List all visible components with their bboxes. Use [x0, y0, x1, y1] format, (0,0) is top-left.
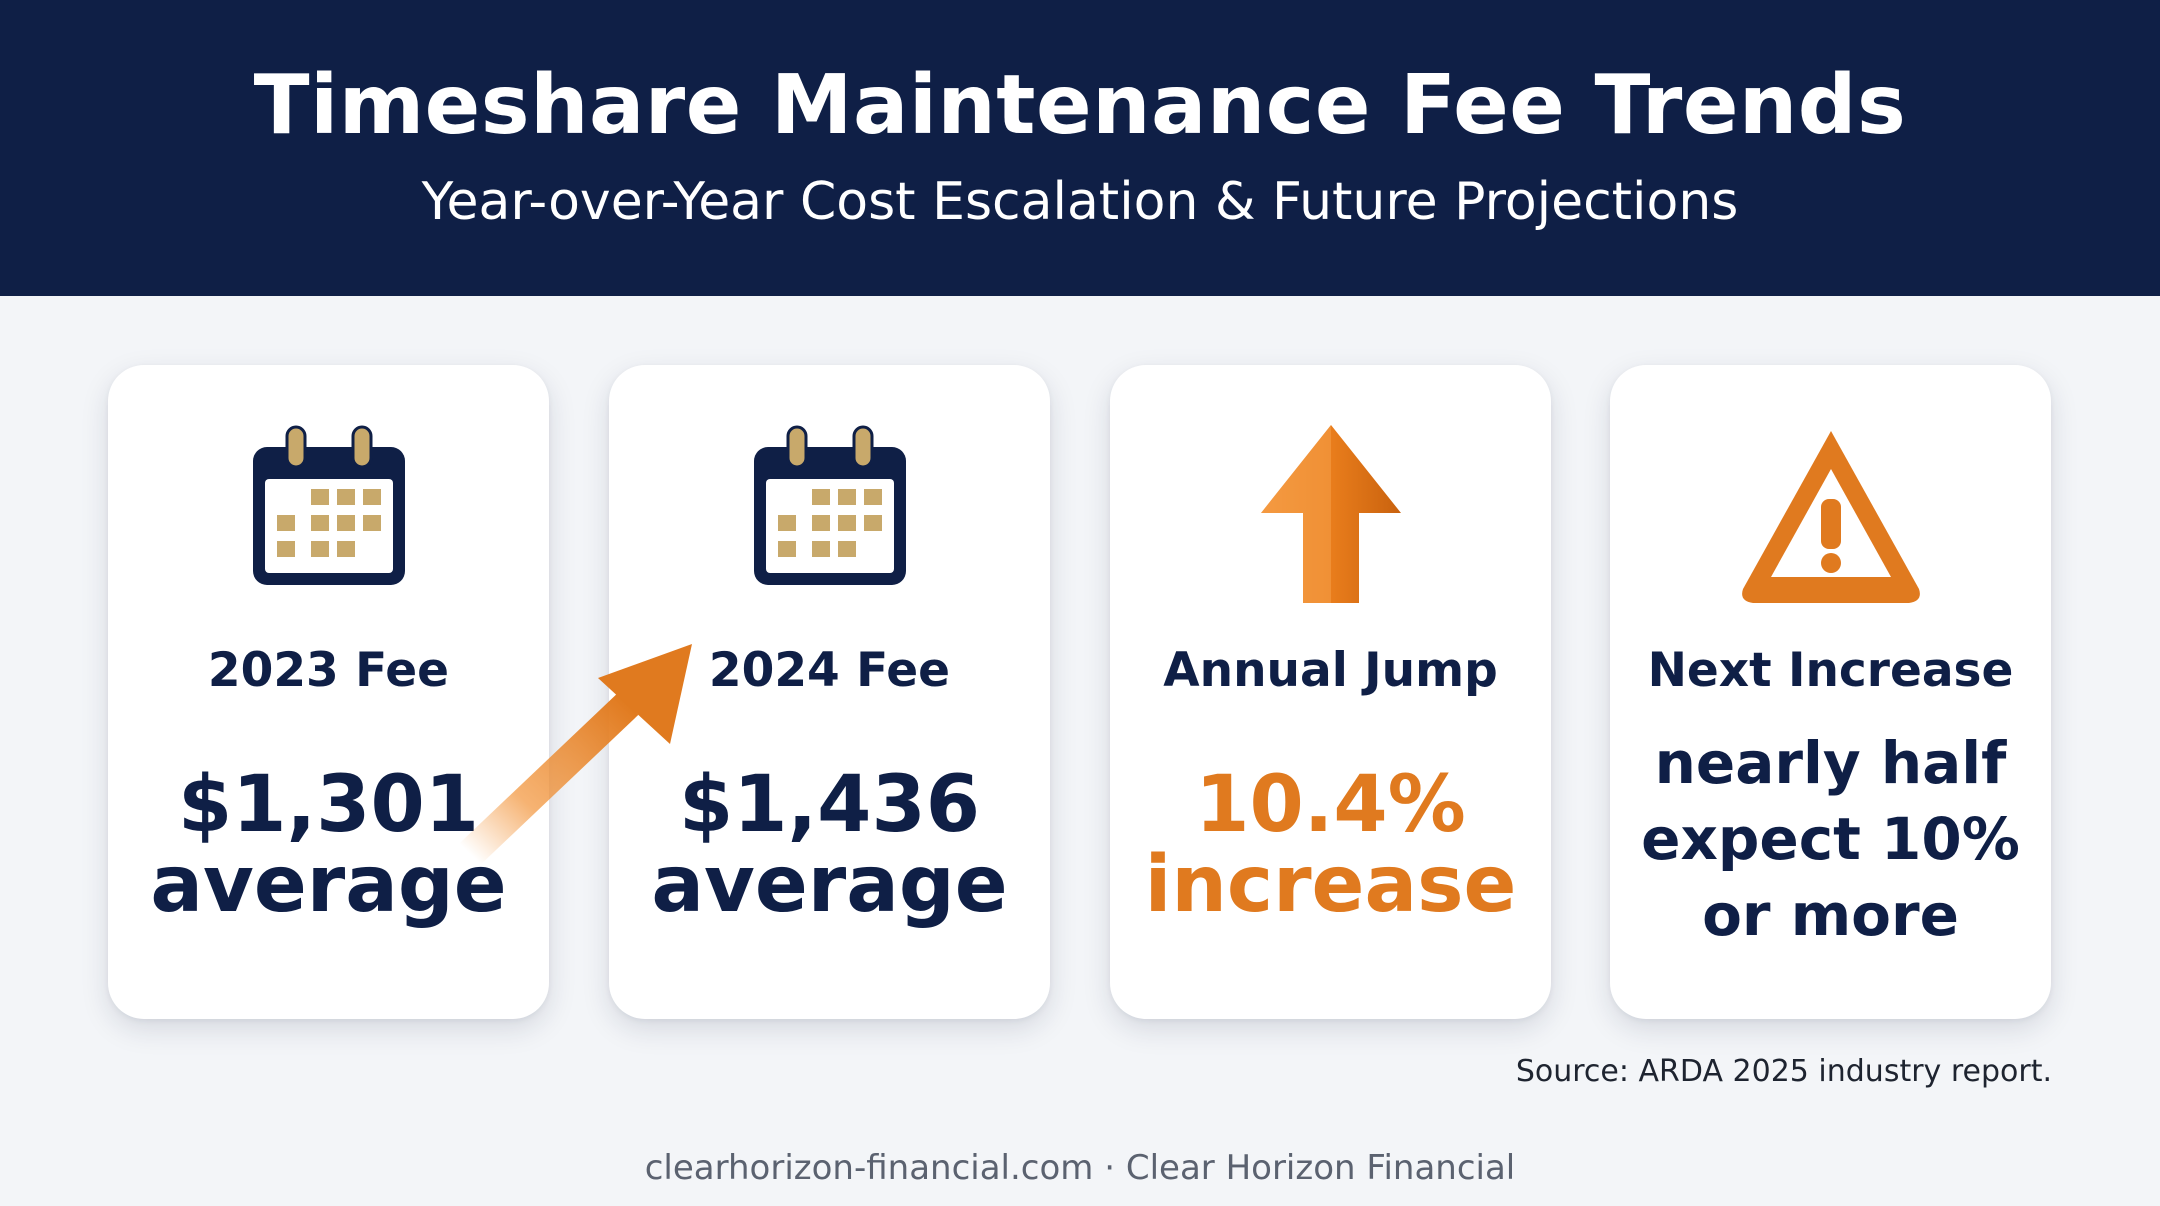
card-annual-jump: Annual Jump 10.4% increase — [1110, 365, 1551, 1019]
card-value: $1,301 average — [108, 765, 549, 925]
page-title: Timeshare Maintenance Fee Trends — [253, 58, 1907, 153]
calendar-icon — [252, 425, 405, 585]
source-note: Source: ARDA 2025 industry report. — [1515, 1054, 2052, 1089]
card-value: 10.4% increase — [1110, 765, 1551, 925]
calendar-icon — [753, 425, 906, 585]
card-label: 2023 Fee — [207, 643, 450, 698]
card-next-increase: Next Increase nearly half expect 10% or … — [1610, 365, 2051, 1019]
card-value-caption: average — [651, 840, 1008, 930]
card-label: Annual Jump — [1163, 643, 1498, 698]
card-value-percent: 10.4% — [1195, 760, 1466, 850]
card-value: nearly half expect 10% or more — [1610, 725, 2051, 953]
card-value-amount: $1,436 — [679, 760, 980, 850]
card-2024-fee: 2024 Fee $1,436 average — [609, 365, 1050, 1019]
card-value-amount: $1,301 — [178, 760, 479, 850]
card-label: Next Increase — [1647, 643, 2014, 698]
card-value-caption: average — [150, 840, 507, 930]
card-label: 2024 Fee — [708, 643, 951, 698]
warning-icon — [1741, 431, 1920, 603]
card-value: $1,436 average — [609, 765, 1050, 925]
footer-credit: clearhorizon-financial.com · Clear Horiz… — [644, 1148, 1516, 1188]
card-2023-fee: 2023 Fee $1,301 average — [108, 365, 549, 1019]
card-value-caption: increase — [1144, 840, 1517, 930]
card-value-line: or more — [1702, 881, 1959, 949]
header-banner: Timeshare Maintenance Fee Trends Year-ov… — [0, 0, 2160, 296]
up-arrow-icon — [1260, 425, 1401, 603]
card-value-line: expect 10% — [1641, 805, 2020, 873]
card-value-line: nearly half — [1654, 729, 2007, 797]
page-subtitle: Year-over-Year Cost Escalation & Future … — [421, 172, 1739, 232]
